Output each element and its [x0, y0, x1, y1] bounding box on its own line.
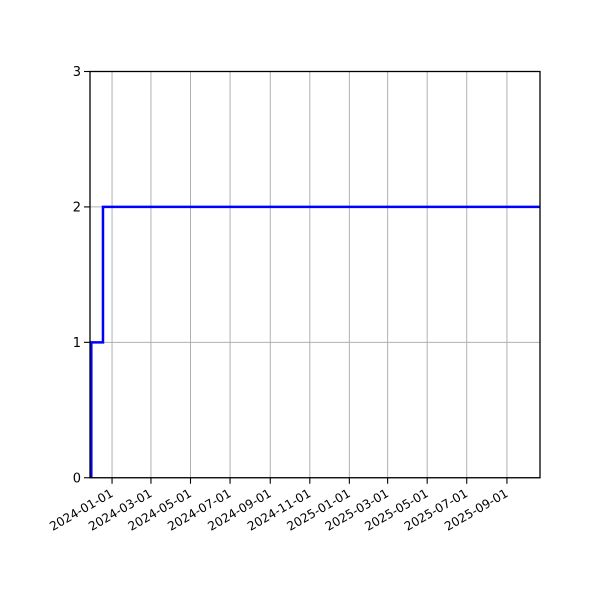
y-tick-label: 0 — [73, 471, 81, 486]
plot-border — [89, 70, 541, 479]
ticks: 2024-01-012024-03-012024-05-012024-07-01… — [47, 65, 510, 534]
y-tick-label: 2 — [73, 200, 81, 215]
gridlines — [90, 71, 540, 479]
y-tick-label: 3 — [73, 65, 81, 80]
y-tick-label: 1 — [73, 336, 81, 351]
data-line-value — [90, 205, 540, 478]
